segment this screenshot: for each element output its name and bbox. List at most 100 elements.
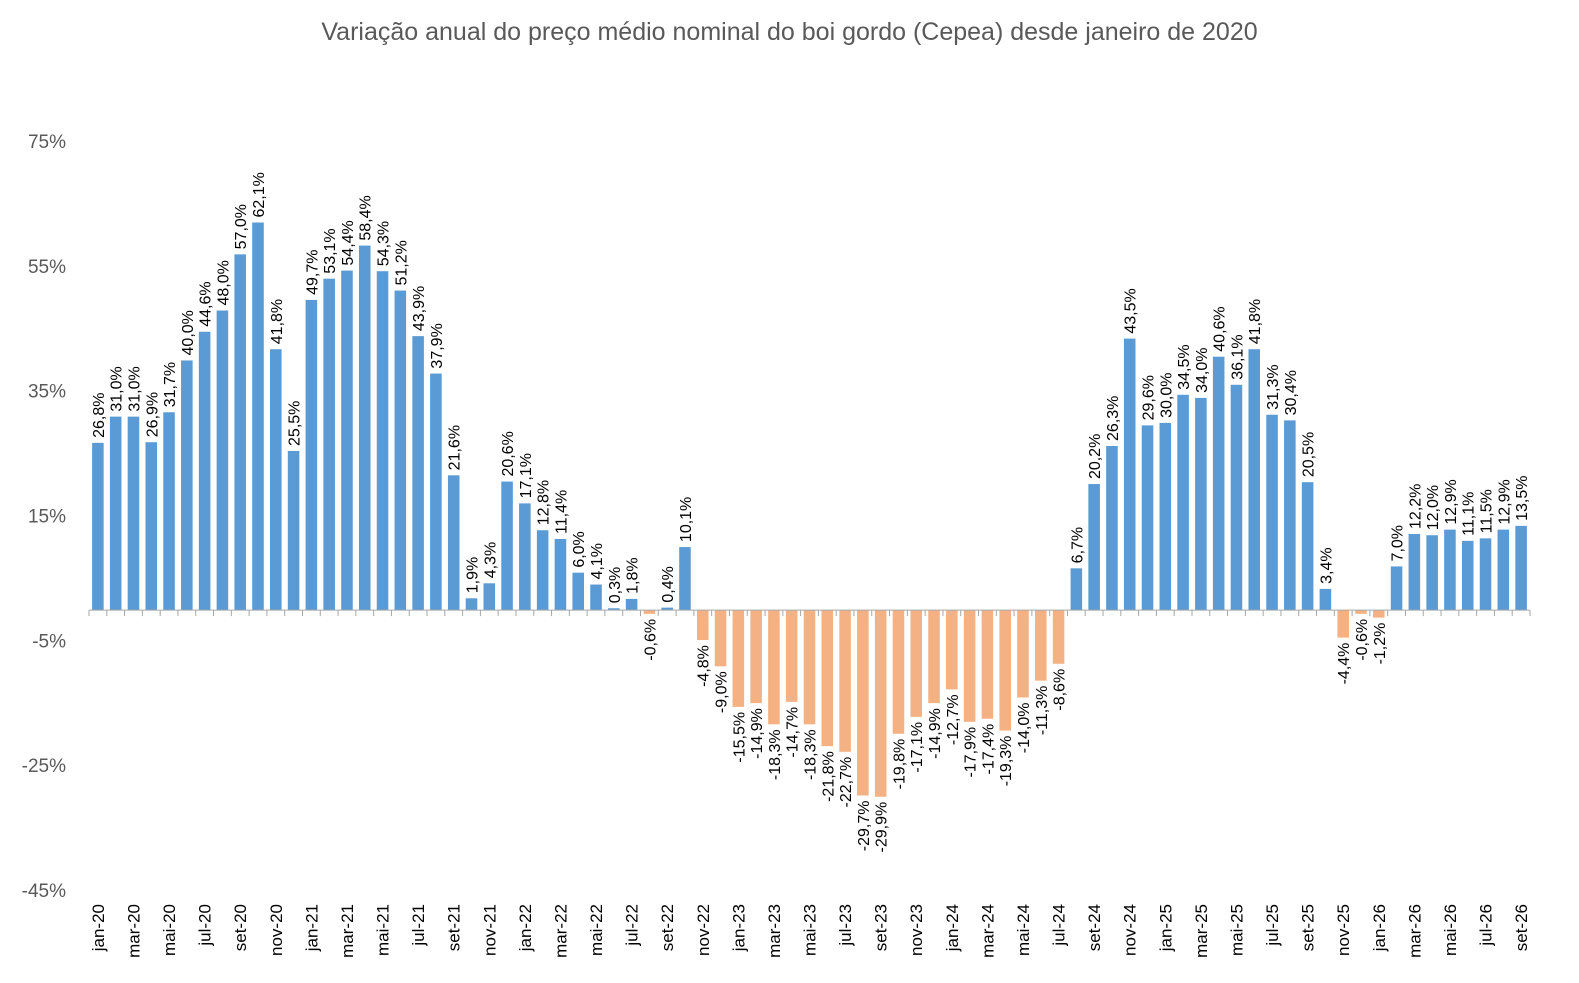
data-label: -14,9% (927, 708, 944, 759)
bar (1017, 610, 1029, 698)
data-label: 6,0% (571, 531, 588, 567)
bar (1230, 384, 1243, 611)
data-label: 40,6% (1212, 306, 1229, 351)
x-tick-label: jan-24 (943, 904, 962, 952)
y-tick-label: -5% (32, 631, 66, 652)
data-label: -19,3% (998, 736, 1015, 787)
x-tick-label: mai-21 (374, 904, 393, 956)
bar (643, 610, 656, 614)
data-label: 12,8% (536, 480, 553, 525)
bar (305, 299, 318, 611)
data-label: -0,6% (642, 619, 659, 661)
data-label: 36,1% (1229, 334, 1246, 379)
bar (1266, 414, 1278, 611)
data-label: 48,0% (215, 260, 232, 305)
data-label: 11,5% (1479, 489, 1496, 533)
bar (358, 245, 371, 611)
data-label: 34,0% (1194, 348, 1211, 393)
data-label: 41,8% (269, 299, 286, 344)
bar (465, 598, 478, 611)
bar (1088, 484, 1100, 611)
x-tick-label: jul-23 (836, 904, 855, 947)
y-tick-label: 35% (28, 382, 66, 403)
data-label: -14,7% (785, 707, 802, 758)
bar (785, 610, 798, 702)
bar (198, 331, 211, 611)
bar (1444, 529, 1456, 611)
bar (714, 610, 727, 667)
bar (1319, 588, 1332, 611)
bar (447, 475, 460, 611)
data-label: -17,1% (909, 722, 926, 773)
bar (145, 442, 158, 611)
bar (216, 310, 229, 611)
data-label: 30,0% (1158, 373, 1175, 418)
x-tick-label: set-21 (445, 904, 464, 951)
x-tick-label: mai-25 (1227, 904, 1246, 956)
bar (323, 278, 335, 611)
data-label: 11,4% (553, 490, 570, 534)
data-label: -4,4% (1336, 643, 1353, 685)
bar (1284, 420, 1296, 611)
bar (1248, 349, 1261, 611)
bar (679, 547, 691, 611)
bar-series (92, 222, 1527, 797)
x-tick-label: mar-21 (338, 904, 357, 958)
data-label: 11,1% (1461, 492, 1478, 536)
bar (590, 584, 602, 611)
bar (109, 416, 122, 611)
x-tick-label: jul-24 (1050, 904, 1069, 947)
data-label: 31,3% (1265, 364, 1282, 409)
x-tick-label: jan-23 (729, 904, 748, 952)
data-label: 41,8% (1247, 299, 1264, 344)
data-label: 44,6% (198, 281, 215, 326)
data-label: 12,0% (1425, 485, 1442, 530)
y-tick-label: 15% (28, 507, 66, 528)
bar (501, 481, 513, 611)
data-label: 54,4% (340, 220, 357, 265)
data-label: 10,1% (678, 497, 695, 542)
bar (1479, 538, 1492, 611)
bar (857, 610, 869, 796)
bar (483, 583, 496, 611)
data-label: 12,9% (1496, 479, 1513, 524)
data-label: -29,7% (856, 801, 873, 852)
x-tick-label: jan-20 (89, 904, 108, 952)
bar (430, 373, 442, 611)
x-tick-label: jul-25 (1263, 904, 1282, 947)
data-label: -8,6% (1052, 669, 1069, 711)
data-label: 43,9% (411, 286, 428, 331)
bar (536, 530, 549, 611)
x-tick-label: mar-23 (765, 904, 784, 958)
data-label: 31,0% (109, 366, 126, 411)
x-tick-label: jul-21 (409, 904, 428, 947)
data-label: 34,5% (1176, 344, 1193, 389)
x-tick-label: nov-24 (1121, 904, 1140, 956)
x-tick-label: nov-25 (1334, 904, 1353, 956)
x-tick-label: set-20 (231, 904, 250, 951)
bar (572, 572, 585, 611)
bar (1106, 445, 1118, 611)
x-tick-label: nov-20 (267, 904, 286, 956)
bar (874, 610, 887, 797)
data-label: 40,0% (180, 310, 197, 355)
bar (839, 610, 851, 752)
bar (1052, 610, 1065, 664)
x-tick-label: mai-20 (160, 904, 179, 956)
bar (732, 610, 745, 707)
bar (270, 349, 282, 611)
y-tick-label: 75% (28, 132, 66, 153)
data-label: 0,3% (607, 567, 624, 603)
chart-title: Variação anual do preço médio nominal do… (321, 18, 1258, 46)
x-tick-label: mar-22 (551, 904, 570, 958)
data-label: -4,8% (696, 645, 713, 687)
bar (1212, 356, 1225, 611)
data-label: 37,9% (429, 323, 446, 368)
bar (1390, 566, 1403, 611)
x-tick-label: mai-26 (1441, 904, 1460, 956)
data-label: 58,4% (358, 195, 375, 240)
bar (1497, 529, 1510, 611)
bar (1515, 525, 1527, 611)
x-tick-label: jan-26 (1370, 904, 1389, 952)
bar (127, 416, 140, 611)
